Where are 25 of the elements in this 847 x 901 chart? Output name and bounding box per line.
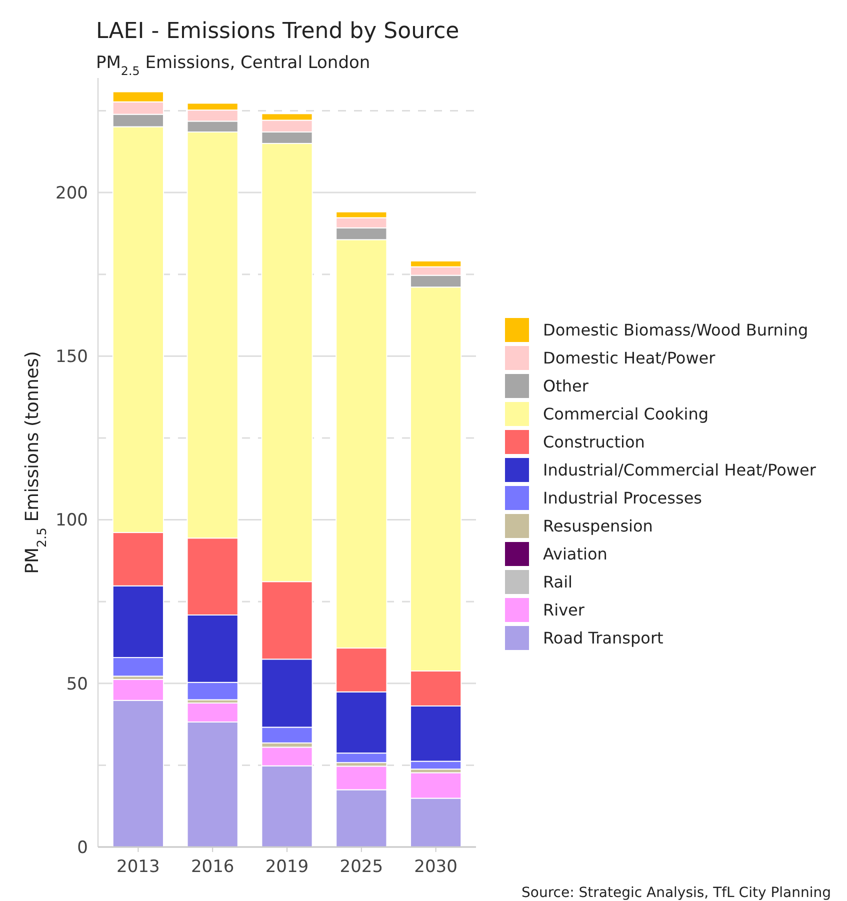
source-note: Source: Strategic Analysis, TfL City Planning: [522, 885, 831, 901]
y-tick-label: 50: [66, 674, 88, 694]
legend-label: Domestic Heat/Power: [543, 348, 716, 368]
legend-label: Road Transport: [543, 628, 664, 648]
legend-label: Industrial/Commercial Heat/Power: [543, 460, 816, 480]
legend-label: Rail: [543, 572, 572, 592]
y-tick-label: 150: [56, 347, 88, 368]
x-tick-label: 2013: [116, 857, 160, 877]
x-tick-label: 2025: [340, 857, 384, 877]
x-tick-label: 2019: [265, 857, 309, 877]
legend-label: Industrial Processes: [543, 488, 702, 508]
legend-label: Aviation: [543, 544, 608, 564]
chart-subtitle: PM$_{2.5}$ Emissions, Central London: [96, 53, 370, 78]
x-tick-label: 2016: [190, 857, 234, 877]
legend-label: River: [543, 600, 585, 620]
chart-title: LAEI - Emissions Trend by Source: [96, 19, 460, 44]
legend-label: Commercial Cooking: [543, 404, 709, 424]
y-tick-label: 0: [77, 838, 88, 858]
legend-label: Domestic Biomass/Wood Burning: [543, 320, 808, 340]
legend-label: Resuspension: [543, 516, 653, 536]
y-tick-label: 100: [56, 510, 88, 531]
y-tick-label: 200: [56, 183, 88, 204]
legend-label: Other: [543, 376, 589, 396]
x-tick-label: 2030: [414, 857, 458, 877]
legend-label: Construction: [543, 432, 645, 452]
